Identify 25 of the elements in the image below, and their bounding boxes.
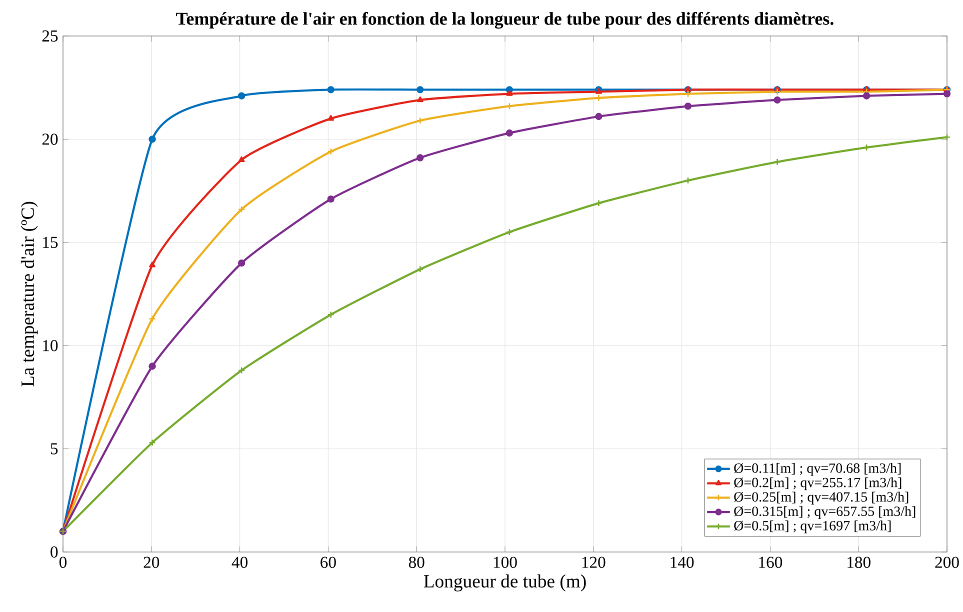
x-tick-label: 140 <box>670 556 694 568</box>
y-tick-label: 15 <box>43 236 58 248</box>
x-tick-label: 180 <box>848 556 870 568</box>
x-tick-label: 160 <box>759 556 782 568</box>
x-tick-label: 120 <box>582 556 606 568</box>
legend-label: Ø=0.2[m] ; qv=255.17 [m3/h] <box>734 477 902 490</box>
legend-label: Ø=0.25[m] ; qv=407.15 [m3/h] <box>734 492 908 504</box>
x-tick-label: 20 <box>144 556 160 568</box>
legend-label: Ø=0.315[m] ; qv=657.55 [m3/h] <box>734 506 916 519</box>
y-tick-label: 10 <box>43 340 58 352</box>
chart-title: Température de l'air en fonction de la longueur de tube pour des différents diamètres. <box>176 12 834 29</box>
y-tick-label: 5 <box>50 443 58 454</box>
x-tick-label: 40 <box>232 556 248 568</box>
x-tick-label: 100 <box>494 556 517 568</box>
x-tick-label: 80 <box>408 556 424 568</box>
x-axis-title: Longueur de tube (m) <box>424 574 586 592</box>
legend-label: Ø=0.5[m] ; qv=1697 [m3/h] <box>734 520 891 534</box>
y-tick-label: 25 <box>42 30 58 42</box>
x-tick-label: 60 <box>320 556 336 568</box>
legend-label: Ø=0.11[m] ; qv=70.68 [m3/h] <box>734 463 901 476</box>
y-tick-label: 20 <box>42 134 58 145</box>
x-tick-label: 0 <box>59 556 67 568</box>
y-axis-title: La temperature d'air (ºC) <box>20 202 38 386</box>
y-tick-label: 0 <box>50 546 58 558</box>
x-tick-label: 200 <box>935 556 959 568</box>
